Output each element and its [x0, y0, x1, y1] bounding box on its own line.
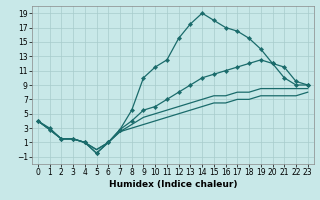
X-axis label: Humidex (Indice chaleur): Humidex (Indice chaleur) — [108, 180, 237, 189]
